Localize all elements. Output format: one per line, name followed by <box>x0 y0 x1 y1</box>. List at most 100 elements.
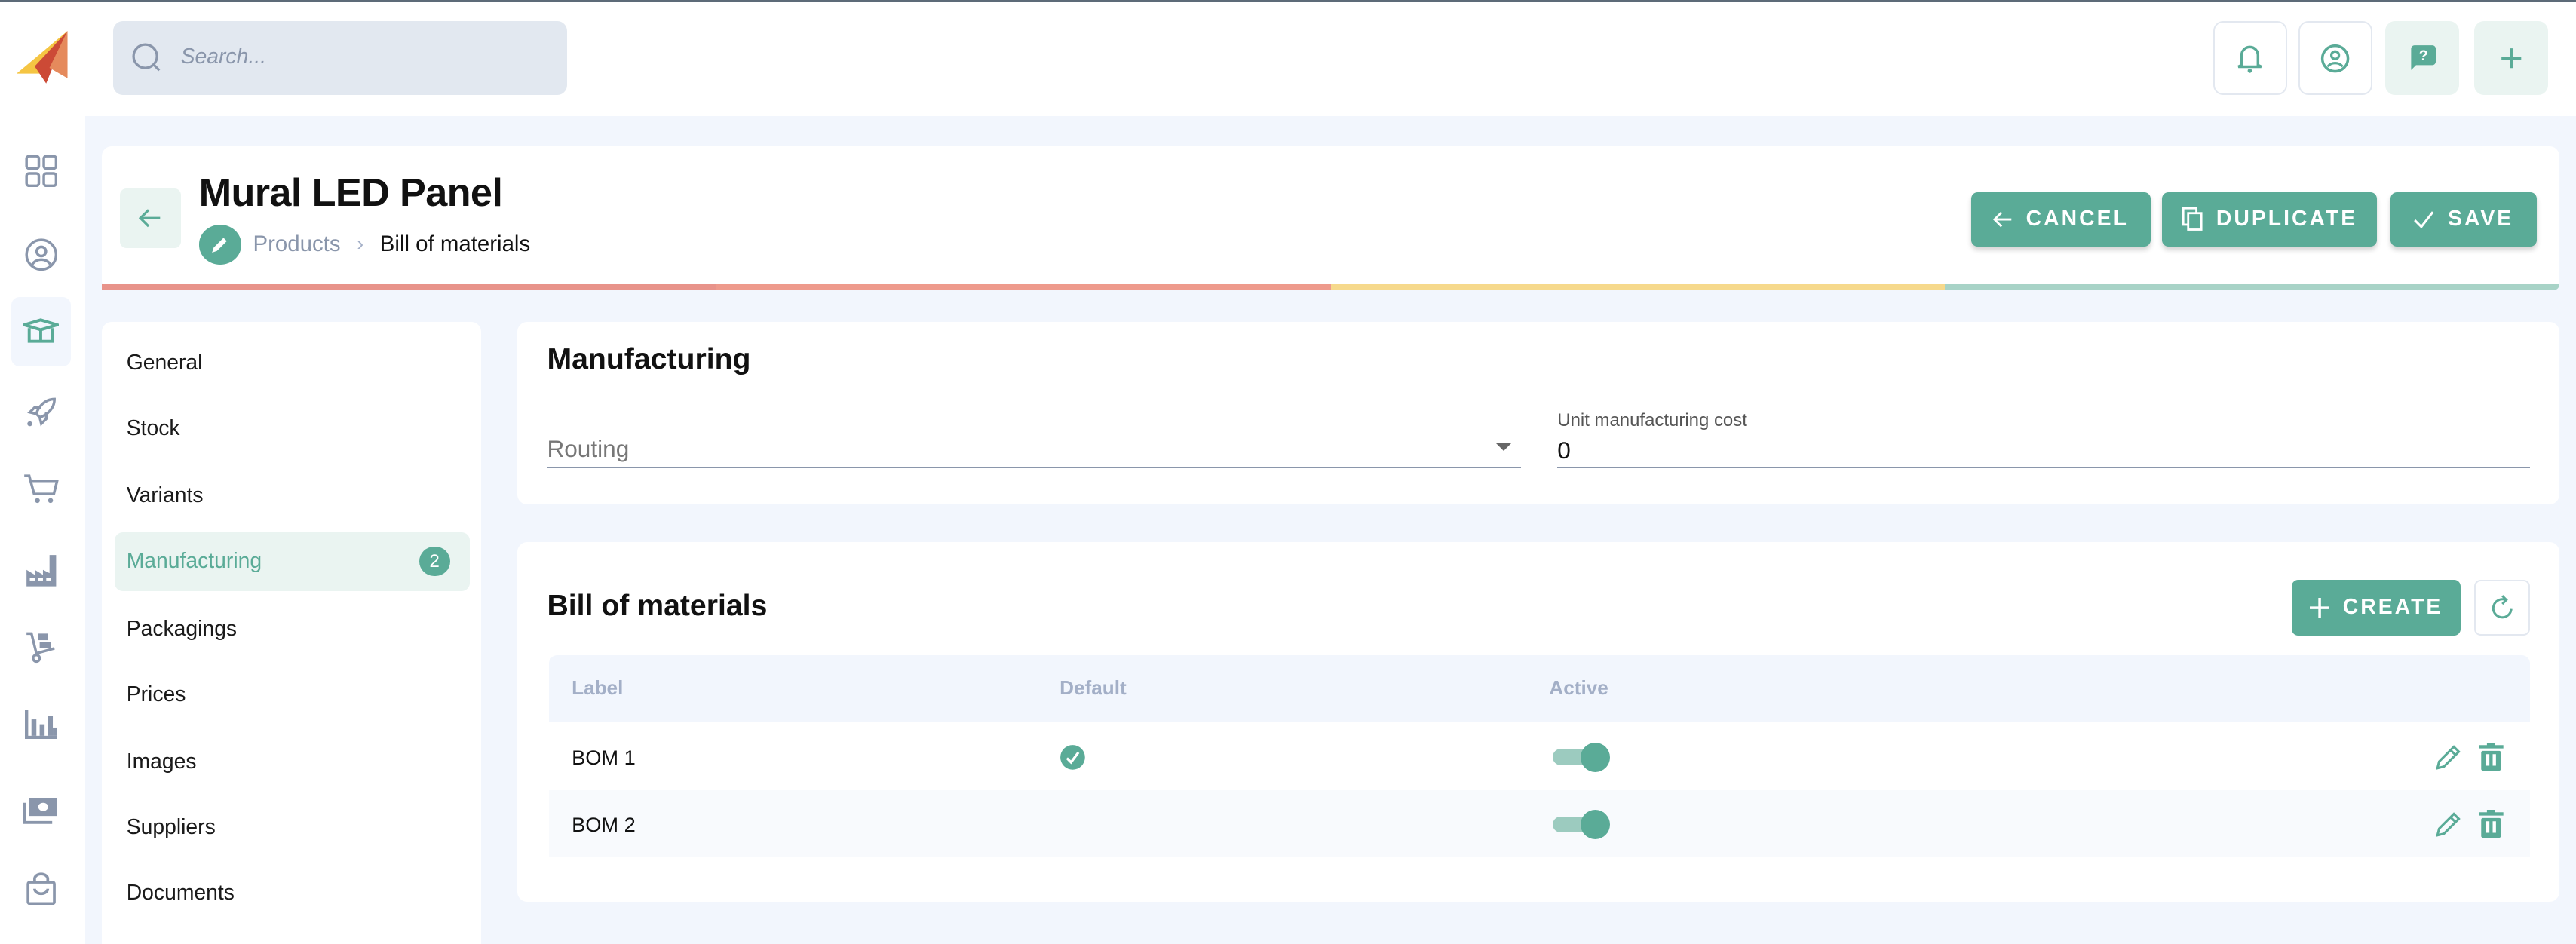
trash-icon[interactable] <box>2479 809 2504 838</box>
nav-suppliers[interactable]: Suppliers <box>115 798 470 857</box>
breadcrumb: Products › Bill of materials <box>253 231 530 257</box>
duplicate-label: DUPLICATE <box>2216 207 2358 231</box>
plus-icon <box>2310 597 2330 618</box>
routing-placeholder: Routing <box>547 435 630 463</box>
trash-icon[interactable] <box>2479 742 2504 771</box>
nav-manufacturing[interactable]: Manufacturing 2 <box>115 532 471 592</box>
cancel-button[interactable]: CANCEL <box>1971 192 2151 247</box>
arrow-left-icon <box>139 209 161 228</box>
edit-icon[interactable] <box>2435 743 2463 771</box>
duplicate-icon <box>2182 207 2203 231</box>
check-icon <box>2414 210 2434 228</box>
notifications-button[interactable] <box>2213 21 2287 96</box>
money-icon <box>23 798 58 825</box>
user-circle-icon <box>2321 44 2350 72</box>
nav-label: Stock <box>126 415 180 440</box>
progress-segment <box>716 284 1331 291</box>
unit-cost-label: Unit manufacturing cost <box>1557 410 1747 431</box>
progress-segment <box>102 284 716 291</box>
create-label: CREATE <box>2342 595 2443 620</box>
nav-label: Variants <box>126 483 204 508</box>
pencil-icon <box>212 238 227 253</box>
nav-images[interactable]: Images <box>115 732 470 791</box>
sidebar-manufacturing[interactable] <box>11 535 70 604</box>
column-header-default: Default <box>1060 676 1127 700</box>
check-circle-icon <box>1060 744 1085 770</box>
sidebar-finance[interactable] <box>11 777 70 845</box>
sidebar-shop[interactable] <box>11 854 70 923</box>
active-toggle[interactable] <box>1552 742 1610 772</box>
search-placeholder: Search... <box>180 44 266 69</box>
nav-general[interactable]: General <box>115 333 470 392</box>
sidebar-dashboard[interactable] <box>11 136 70 205</box>
cancel-label: CANCEL <box>2026 207 2129 231</box>
help-button[interactable]: ? <box>2385 21 2460 96</box>
arrow-left-icon <box>1993 211 2012 227</box>
nav-prices[interactable]: Prices <box>115 665 470 724</box>
routing-select[interactable]: Routing <box>547 431 1522 468</box>
sidebar-contacts[interactable] <box>11 220 70 289</box>
breadcrumb-products[interactable]: Products <box>253 231 341 256</box>
count-badge: 2 <box>419 547 450 577</box>
active-toggle[interactable] <box>1552 809 1610 840</box>
nav-label: Packagings <box>126 616 238 641</box>
help-chat-icon: ? <box>2411 44 2436 70</box>
nav-label: Suppliers <box>126 815 216 840</box>
svg-text:?: ? <box>2418 47 2427 63</box>
nav-label: General <box>126 350 203 375</box>
refresh-button[interactable] <box>2473 579 2530 636</box>
search-input[interactable]: Search... <box>113 21 567 96</box>
bar-chart-icon <box>24 709 58 740</box>
rocket-icon <box>26 397 56 427</box>
edit-icon[interactable] <box>2435 810 2463 838</box>
nav-label: Images <box>126 749 197 774</box>
save-label: SAVE <box>2448 207 2514 231</box>
table-header: Label Default Active <box>548 655 2530 723</box>
sidebar-logistics[interactable] <box>11 612 70 681</box>
page-title: Mural LED Panel <box>198 171 503 216</box>
row-label: BOM 2 <box>572 813 636 837</box>
plus-icon <box>2501 48 2521 69</box>
app-logo[interactable] <box>16 31 71 84</box>
duplicate-button[interactable]: DUPLICATE <box>2161 192 2378 247</box>
unit-cost-value: 0 <box>1557 437 1571 464</box>
sidebar-launch[interactable] <box>11 378 70 446</box>
profile-button[interactable] <box>2298 21 2372 96</box>
search-icon <box>132 43 161 72</box>
factory-icon <box>26 555 57 587</box>
column-header-label: Label <box>572 676 624 700</box>
back-button[interactable] <box>120 188 181 248</box>
nav-stock[interactable]: Stock <box>115 399 470 458</box>
sidebar-sales[interactable] <box>11 455 70 523</box>
hand-truck-icon <box>26 632 55 664</box>
nav-documents[interactable]: Documents <box>115 864 470 923</box>
user-icon <box>25 238 57 271</box>
create-button[interactable]: CREATE <box>2292 579 2461 636</box>
nav-label: Manufacturing <box>126 549 262 574</box>
caret-down-icon <box>1496 443 1512 451</box>
sidebar-products[interactable] <box>11 297 71 366</box>
nav-label: Prices <box>126 682 186 706</box>
bom-card: Bill of materials CREATE Label Default A… <box>517 541 2560 902</box>
section-title: Manufacturing <box>547 343 751 376</box>
unit-cost-input[interactable]: 0 <box>1557 434 2530 468</box>
breadcrumb-separator: › <box>357 232 364 256</box>
column-header-active: Active <box>1549 676 1608 700</box>
table-row[interactable]: BOM 1 <box>548 722 2530 790</box>
table-row[interactable]: BOM 2 <box>548 789 2530 857</box>
bom-table: Label Default Active BOM 1 BOM 2 <box>548 655 2530 857</box>
save-button[interactable]: SAVE <box>2390 192 2537 247</box>
cart-icon <box>24 474 60 504</box>
shopping-bag-icon <box>26 872 56 905</box>
breadcrumb-current: Bill of materials <box>379 231 531 256</box>
sidebar-reports[interactable] <box>11 690 70 759</box>
add-button[interactable] <box>2473 21 2548 96</box>
row-label: BOM 1 <box>572 745 636 769</box>
bell-icon <box>2237 45 2262 73</box>
edit-mode-badge <box>198 225 242 265</box>
nav-packagings[interactable]: Packagings <box>115 599 470 658</box>
dashboard-icon <box>25 155 57 187</box>
box-icon <box>23 318 60 343</box>
section-nav: General Stock Variants Manufacturing 2 Pa… <box>102 321 482 944</box>
nav-variants[interactable]: Variants <box>115 467 470 526</box>
